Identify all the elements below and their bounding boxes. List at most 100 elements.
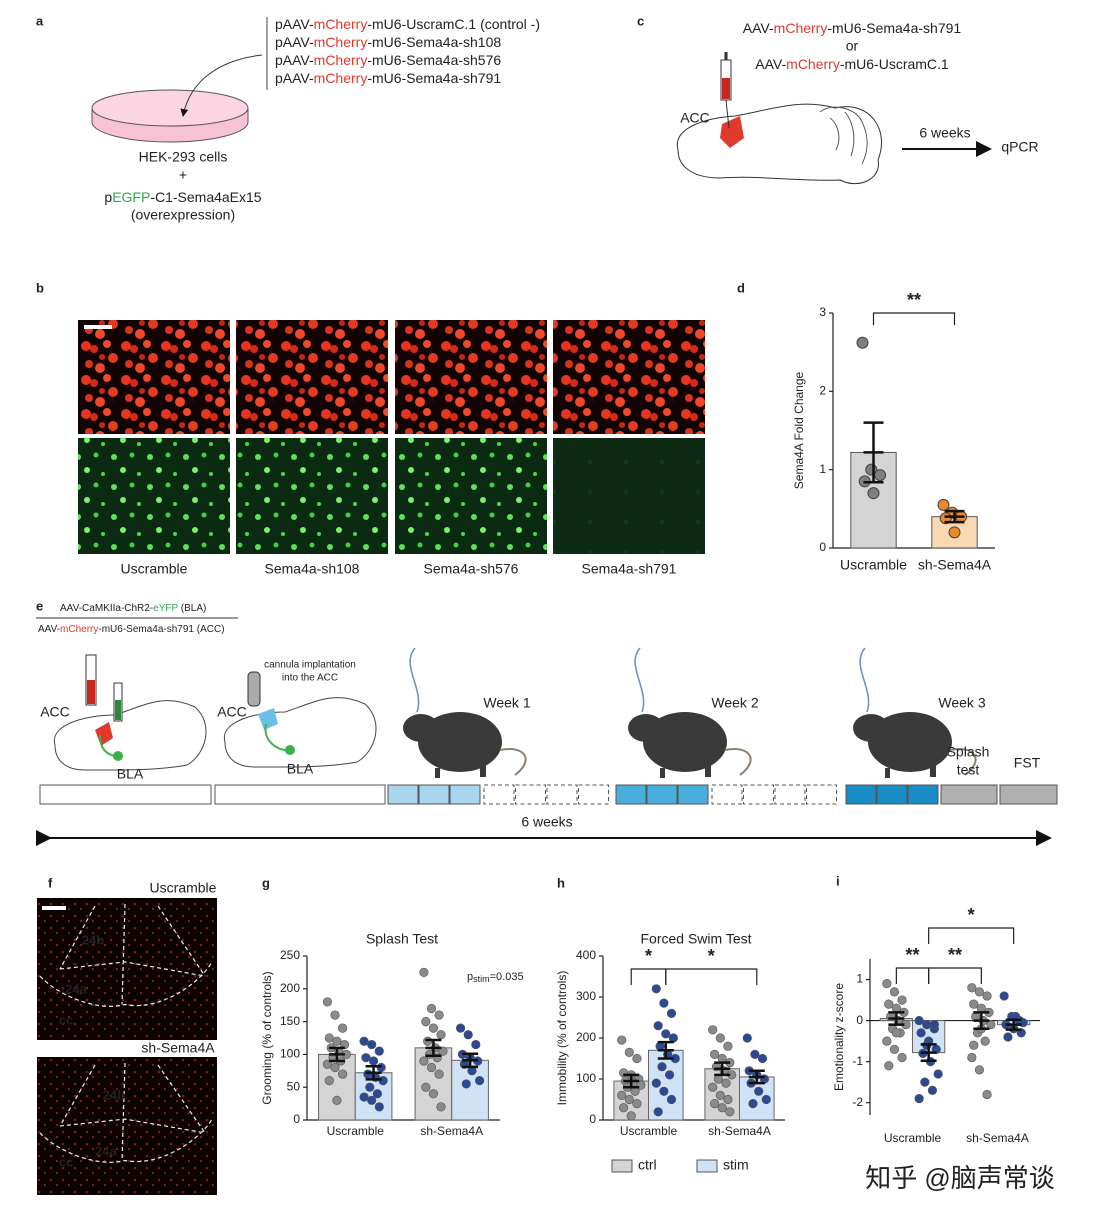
y-tick-label: 150 — [280, 1014, 300, 1028]
data-point — [426, 1003, 437, 1014]
construct-part: pAAV- — [275, 52, 314, 68]
y-tick-label: 200 — [280, 981, 300, 995]
mouse — [705, 765, 711, 777]
construct-part: mCherry — [314, 16, 368, 32]
mouse-tail — [724, 748, 752, 776]
y-tick-label: 0 — [819, 540, 826, 554]
data-point — [754, 1086, 764, 1096]
annotation-part: =0.035 — [490, 971, 524, 983]
projection — [99, 734, 119, 757]
x-tick-label: sh-Sema4A — [966, 1131, 1029, 1145]
construct-part: -mU6-Sema4a-sh791 (ACC) — [98, 624, 224, 635]
injection-site — [720, 116, 744, 148]
data-point — [617, 1035, 627, 1045]
timeline-block — [546, 784, 578, 805]
data-point — [617, 1090, 627, 1100]
data-point — [882, 979, 892, 989]
construct: pAAV-mCherry-mU6-Sema4a-sh791 — [275, 70, 501, 86]
timeline-block — [214, 784, 386, 805]
region-label: cc — [59, 1012, 73, 1027]
data-point — [1003, 1032, 1013, 1042]
data-point — [708, 1082, 718, 1092]
construct: AAV-CaMKIIa-ChR2-eYFP (BLA) — [60, 603, 206, 614]
data-point — [324, 1076, 334, 1086]
dish — [91, 89, 249, 127]
timeline-block — [418, 784, 450, 805]
panel-letter: g — [262, 875, 270, 890]
data-point — [748, 1098, 758, 1109]
data-point — [434, 1010, 444, 1020]
y-tick-label: 1 — [856, 972, 863, 986]
construct-part: -mU6-Sema4a-sh108 — [367, 34, 501, 50]
label: 6 weeks — [919, 125, 970, 141]
construct-part: AAV- — [38, 624, 60, 635]
brain — [223, 697, 377, 768]
mouse — [660, 768, 665, 778]
optic-fiber — [634, 647, 645, 713]
data-point — [929, 1020, 939, 1030]
column-label: Sema4a-sh576 — [424, 561, 519, 577]
data-point — [664, 1070, 675, 1080]
y-tick-label: 1 — [819, 462, 826, 476]
timeline-block — [711, 784, 743, 805]
significance-bracket — [895, 967, 930, 984]
legend-label: stim — [723, 1157, 749, 1173]
panel-letter: d — [737, 280, 745, 295]
syringe-fluid — [722, 78, 730, 99]
construct-part: mCherry — [60, 624, 98, 635]
micrograph-green — [395, 438, 547, 554]
data-point — [367, 1095, 377, 1105]
data-point — [436, 1030, 446, 1040]
y-tick-label: 50 — [287, 1079, 301, 1093]
data-point — [434, 1069, 444, 1079]
label: ACC — [217, 704, 247, 720]
data-point — [626, 1111, 636, 1121]
data-point — [721, 1078, 731, 1088]
y-tick-label: 0 — [589, 1112, 596, 1126]
label: + — [179, 167, 187, 183]
significance-label: * — [968, 905, 975, 925]
micrograph-red — [236, 320, 388, 434]
construct-part: pAAV- — [275, 34, 314, 50]
data-point — [368, 1056, 379, 1066]
data-point — [624, 1094, 634, 1105]
data-point — [889, 987, 900, 997]
label: qPCR — [1001, 139, 1038, 155]
annotation-part: p — [467, 971, 473, 983]
needle — [725, 99, 730, 129]
data-point — [750, 1049, 760, 1059]
data-point — [914, 1093, 924, 1104]
cerebellum — [819, 106, 868, 165]
data-point — [659, 1086, 669, 1096]
label: 6 weeks — [521, 814, 572, 830]
data-point — [717, 1103, 727, 1113]
data-point — [474, 1076, 485, 1086]
panel-letter: i — [836, 873, 840, 888]
x-tick-label: Uscramble — [327, 1124, 385, 1138]
y-tick-label: -2 — [852, 1095, 863, 1109]
data-point — [365, 1082, 375, 1092]
mouse-tail — [949, 748, 977, 776]
timeline-block — [646, 784, 678, 805]
x-tick-label: sh-Sema4A — [708, 1124, 771, 1138]
data-point — [999, 991, 1009, 1001]
mouse — [628, 714, 664, 742]
data-point — [421, 1016, 431, 1027]
y-tick-label: 3 — [819, 305, 826, 319]
label: ACC — [680, 110, 710, 126]
region-label: cc — [59, 1154, 73, 1169]
data-point — [969, 999, 979, 1009]
annotation-part: stim — [473, 974, 490, 984]
data-point — [937, 498, 950, 511]
region-label: 24a — [65, 981, 87, 996]
data-point — [920, 1077, 930, 1087]
y-tick-label: 400 — [576, 948, 596, 962]
micrograph-green — [236, 438, 388, 554]
y-tick-label: 300 — [576, 989, 596, 1003]
region-label: 24a — [95, 1143, 117, 1158]
data-point — [723, 1094, 733, 1105]
timeline-block — [940, 784, 998, 805]
construct: AAV-mCherry-mU6-Sema4a-sh791 — [743, 20, 962, 36]
construct-part: (BLA) — [178, 603, 206, 614]
data-point — [986, 1020, 996, 1030]
